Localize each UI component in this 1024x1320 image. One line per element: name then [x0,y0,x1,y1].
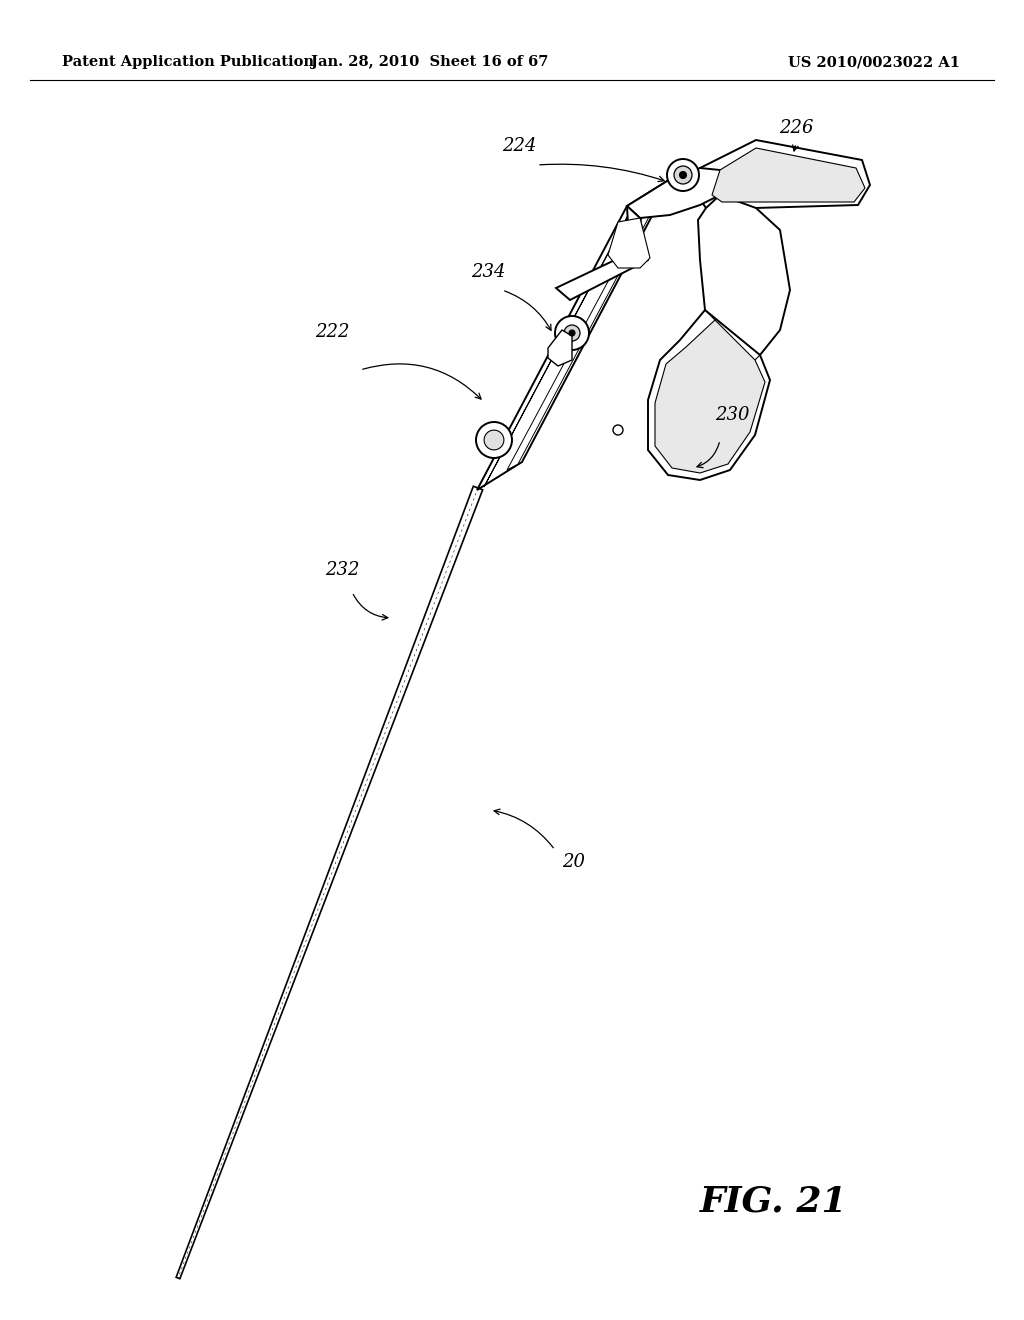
Text: 230: 230 [715,407,750,424]
Circle shape [674,166,692,183]
Circle shape [613,425,623,436]
Text: US 2010/0023022 A1: US 2010/0023022 A1 [788,55,961,69]
Polygon shape [712,148,865,202]
Circle shape [667,158,699,191]
Polygon shape [695,140,870,210]
Text: 234: 234 [471,263,505,281]
Polygon shape [698,195,790,360]
Circle shape [569,330,575,337]
Circle shape [680,172,686,178]
Text: 222: 222 [314,323,349,341]
Text: 224: 224 [502,137,537,154]
Polygon shape [484,202,635,487]
Circle shape [484,430,504,450]
Circle shape [564,325,580,341]
Polygon shape [627,168,720,218]
Polygon shape [608,218,650,268]
Polygon shape [176,486,482,1279]
Text: 232: 232 [325,561,359,579]
Circle shape [555,315,589,350]
Text: 226: 226 [778,119,813,137]
Text: 20: 20 [562,853,585,871]
Text: Patent Application Publication: Patent Application Publication [62,55,314,69]
Text: FIG. 21: FIG. 21 [700,1185,848,1218]
Polygon shape [548,330,572,366]
Polygon shape [507,181,668,470]
Text: Jan. 28, 2010  Sheet 16 of 67: Jan. 28, 2010 Sheet 16 of 67 [311,55,549,69]
Polygon shape [477,178,672,490]
Polygon shape [556,206,648,300]
Polygon shape [648,310,770,480]
Polygon shape [655,319,765,473]
Circle shape [476,422,512,458]
